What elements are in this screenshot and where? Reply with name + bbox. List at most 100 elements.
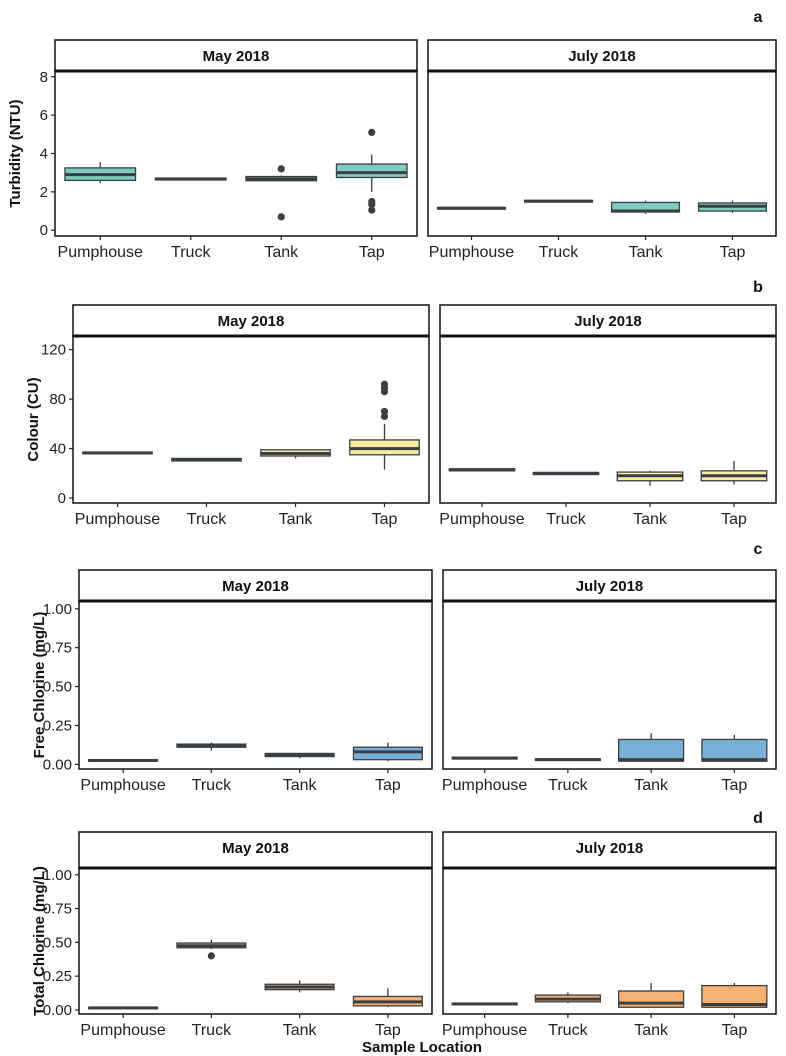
- box-tap: [701, 734, 768, 762]
- facet-title: May 2018: [222, 840, 289, 857]
- box-pumphouse: [88, 758, 159, 762]
- box-truck: [532, 471, 600, 476]
- y-axis-label: Total Chlorine (mg/L): [31, 866, 48, 1016]
- y-tick-label: 0.50: [43, 679, 72, 696]
- box-tank: [618, 982, 685, 1008]
- y-tick-label: 6: [40, 107, 48, 124]
- x-tick-label: Tank: [634, 1022, 669, 1039]
- plot-frame: [78, 600, 433, 770]
- x-tick-label: Tap: [359, 244, 385, 261]
- panel-b: b Colour (CU) 0 40 80 120 May 2018 Pumphouse Tru…: [25, 279, 777, 528]
- box-truck: [171, 457, 242, 462]
- y-tick-label: 0.75: [43, 901, 72, 918]
- box-tap: [349, 380, 420, 470]
- x-tick-label: Tap: [375, 777, 401, 794]
- x-tick-label: Pumphouse: [439, 511, 524, 528]
- box-tap: [697, 200, 768, 213]
- outlier-point: [368, 197, 376, 206]
- box-pumphouse: [448, 468, 516, 472]
- outlier-point: [380, 380, 389, 388]
- outlier-point: [277, 165, 285, 173]
- x-tick-label: Tank: [283, 777, 318, 794]
- box-tank: [618, 733, 685, 762]
- outlier-point: [380, 407, 389, 416]
- facet-title: May 2018: [218, 313, 285, 330]
- box-pumphouse: [88, 1006, 159, 1010]
- x-tick-label: Tap: [375, 1022, 401, 1039]
- facet-strip: [78, 569, 433, 602]
- panel-d: d Total Chlorine (mg/L)0.00 0.25 0.50 0.75 1.…: [31, 810, 777, 1039]
- x-tick-label: Truck: [192, 777, 232, 794]
- outlier-point: [368, 128, 376, 136]
- x-tick-label: Tap: [720, 244, 746, 261]
- facet-strip: [72, 304, 430, 337]
- x-tick-label: Tap: [721, 511, 747, 528]
- facet-strip: [442, 569, 777, 602]
- x-axis-label: Sample Location: [362, 1039, 482, 1056]
- box-body: [352, 746, 423, 761]
- x-tick-label: Truck: [171, 244, 211, 261]
- y-tick-label: 0.50: [43, 934, 72, 951]
- box-body: [618, 738, 685, 762]
- facet-c-2: July 2018 Pumphouse Truck Tank Tap: [442, 569, 777, 794]
- box-truck: [176, 939, 247, 960]
- box-tank: [260, 449, 331, 459]
- x-tick-label: Tap: [721, 777, 747, 794]
- box-tank: [616, 470, 684, 486]
- y-tick-label: 1.00: [43, 601, 72, 618]
- facet-a-1: May 2018 Pumphouse Truck Tank Tap: [54, 39, 418, 261]
- outlier-point: [277, 213, 285, 221]
- y-tick-label: 0.25: [43, 717, 72, 734]
- box-tap: [352, 742, 423, 762]
- panel-letter: a: [754, 9, 763, 26]
- box-truck: [534, 992, 601, 1004]
- x-tick-label: Tank: [633, 511, 668, 528]
- box-truck: [154, 177, 227, 181]
- x-tick-label: Pumphouse: [442, 1022, 527, 1039]
- panel-letter: d: [753, 810, 763, 827]
- x-tick-label: Tank: [283, 1022, 318, 1039]
- box-tank: [264, 980, 335, 993]
- facet-title: July 2018: [568, 48, 636, 65]
- box-tank: [264, 752, 335, 759]
- facet-strip: [78, 831, 433, 869]
- y-tick-label: 0: [40, 222, 48, 239]
- panel-letter: c: [754, 541, 763, 558]
- facet-strip: [442, 831, 777, 869]
- facet-b-1: May 2018 Pumphouse Truck Tank Tap: [72, 304, 430, 528]
- x-tick-label: Truck: [192, 1022, 232, 1039]
- box-tap: [352, 988, 423, 1008]
- box-body: [618, 990, 685, 1008]
- x-tick-label: Truck: [539, 244, 579, 261]
- box-truck: [523, 199, 594, 203]
- y-tick-label: 0.00: [43, 1002, 72, 1019]
- plot-frame: [54, 70, 418, 237]
- y-tick-label: 0: [58, 490, 66, 507]
- box-pumphouse: [64, 162, 137, 184]
- box-pumphouse: [451, 756, 518, 760]
- box-body: [335, 163, 408, 179]
- facet-title: May 2018: [222, 578, 289, 595]
- x-tick-label: Truck: [548, 1022, 588, 1039]
- y-tick-label: 0.00: [43, 756, 72, 773]
- x-tick-label: Tap: [372, 511, 398, 528]
- x-tick-label: Tank: [634, 777, 669, 794]
- x-tick-label: Truck: [546, 511, 586, 528]
- outlier-point: [368, 206, 376, 214]
- panel-a: a Turbidity (NTU) 0 2 4 6 8 May 2018 Pumphouse Tr…: [7, 9, 777, 261]
- box-pumphouse: [451, 1002, 518, 1006]
- x-tick-label: Pumphouse: [80, 777, 165, 794]
- box-tank: [610, 200, 681, 214]
- box-tap: [701, 982, 768, 1008]
- box-tap: [700, 460, 768, 485]
- outlier-point: [207, 952, 215, 960]
- x-tick-label: Pumphouse: [75, 511, 160, 528]
- x-tick-label: Tank: [264, 244, 299, 261]
- x-tick-label: Tap: [721, 1022, 747, 1039]
- y-tick-label: 0.75: [43, 640, 72, 657]
- box-body: [701, 984, 768, 1008]
- facet-c-1: May 2018 Pumphouse Truck Tank Tap: [78, 569, 433, 794]
- plot-frame: [78, 867, 433, 1015]
- plot-frame: [72, 335, 430, 504]
- y-tick-label: 4: [40, 146, 48, 163]
